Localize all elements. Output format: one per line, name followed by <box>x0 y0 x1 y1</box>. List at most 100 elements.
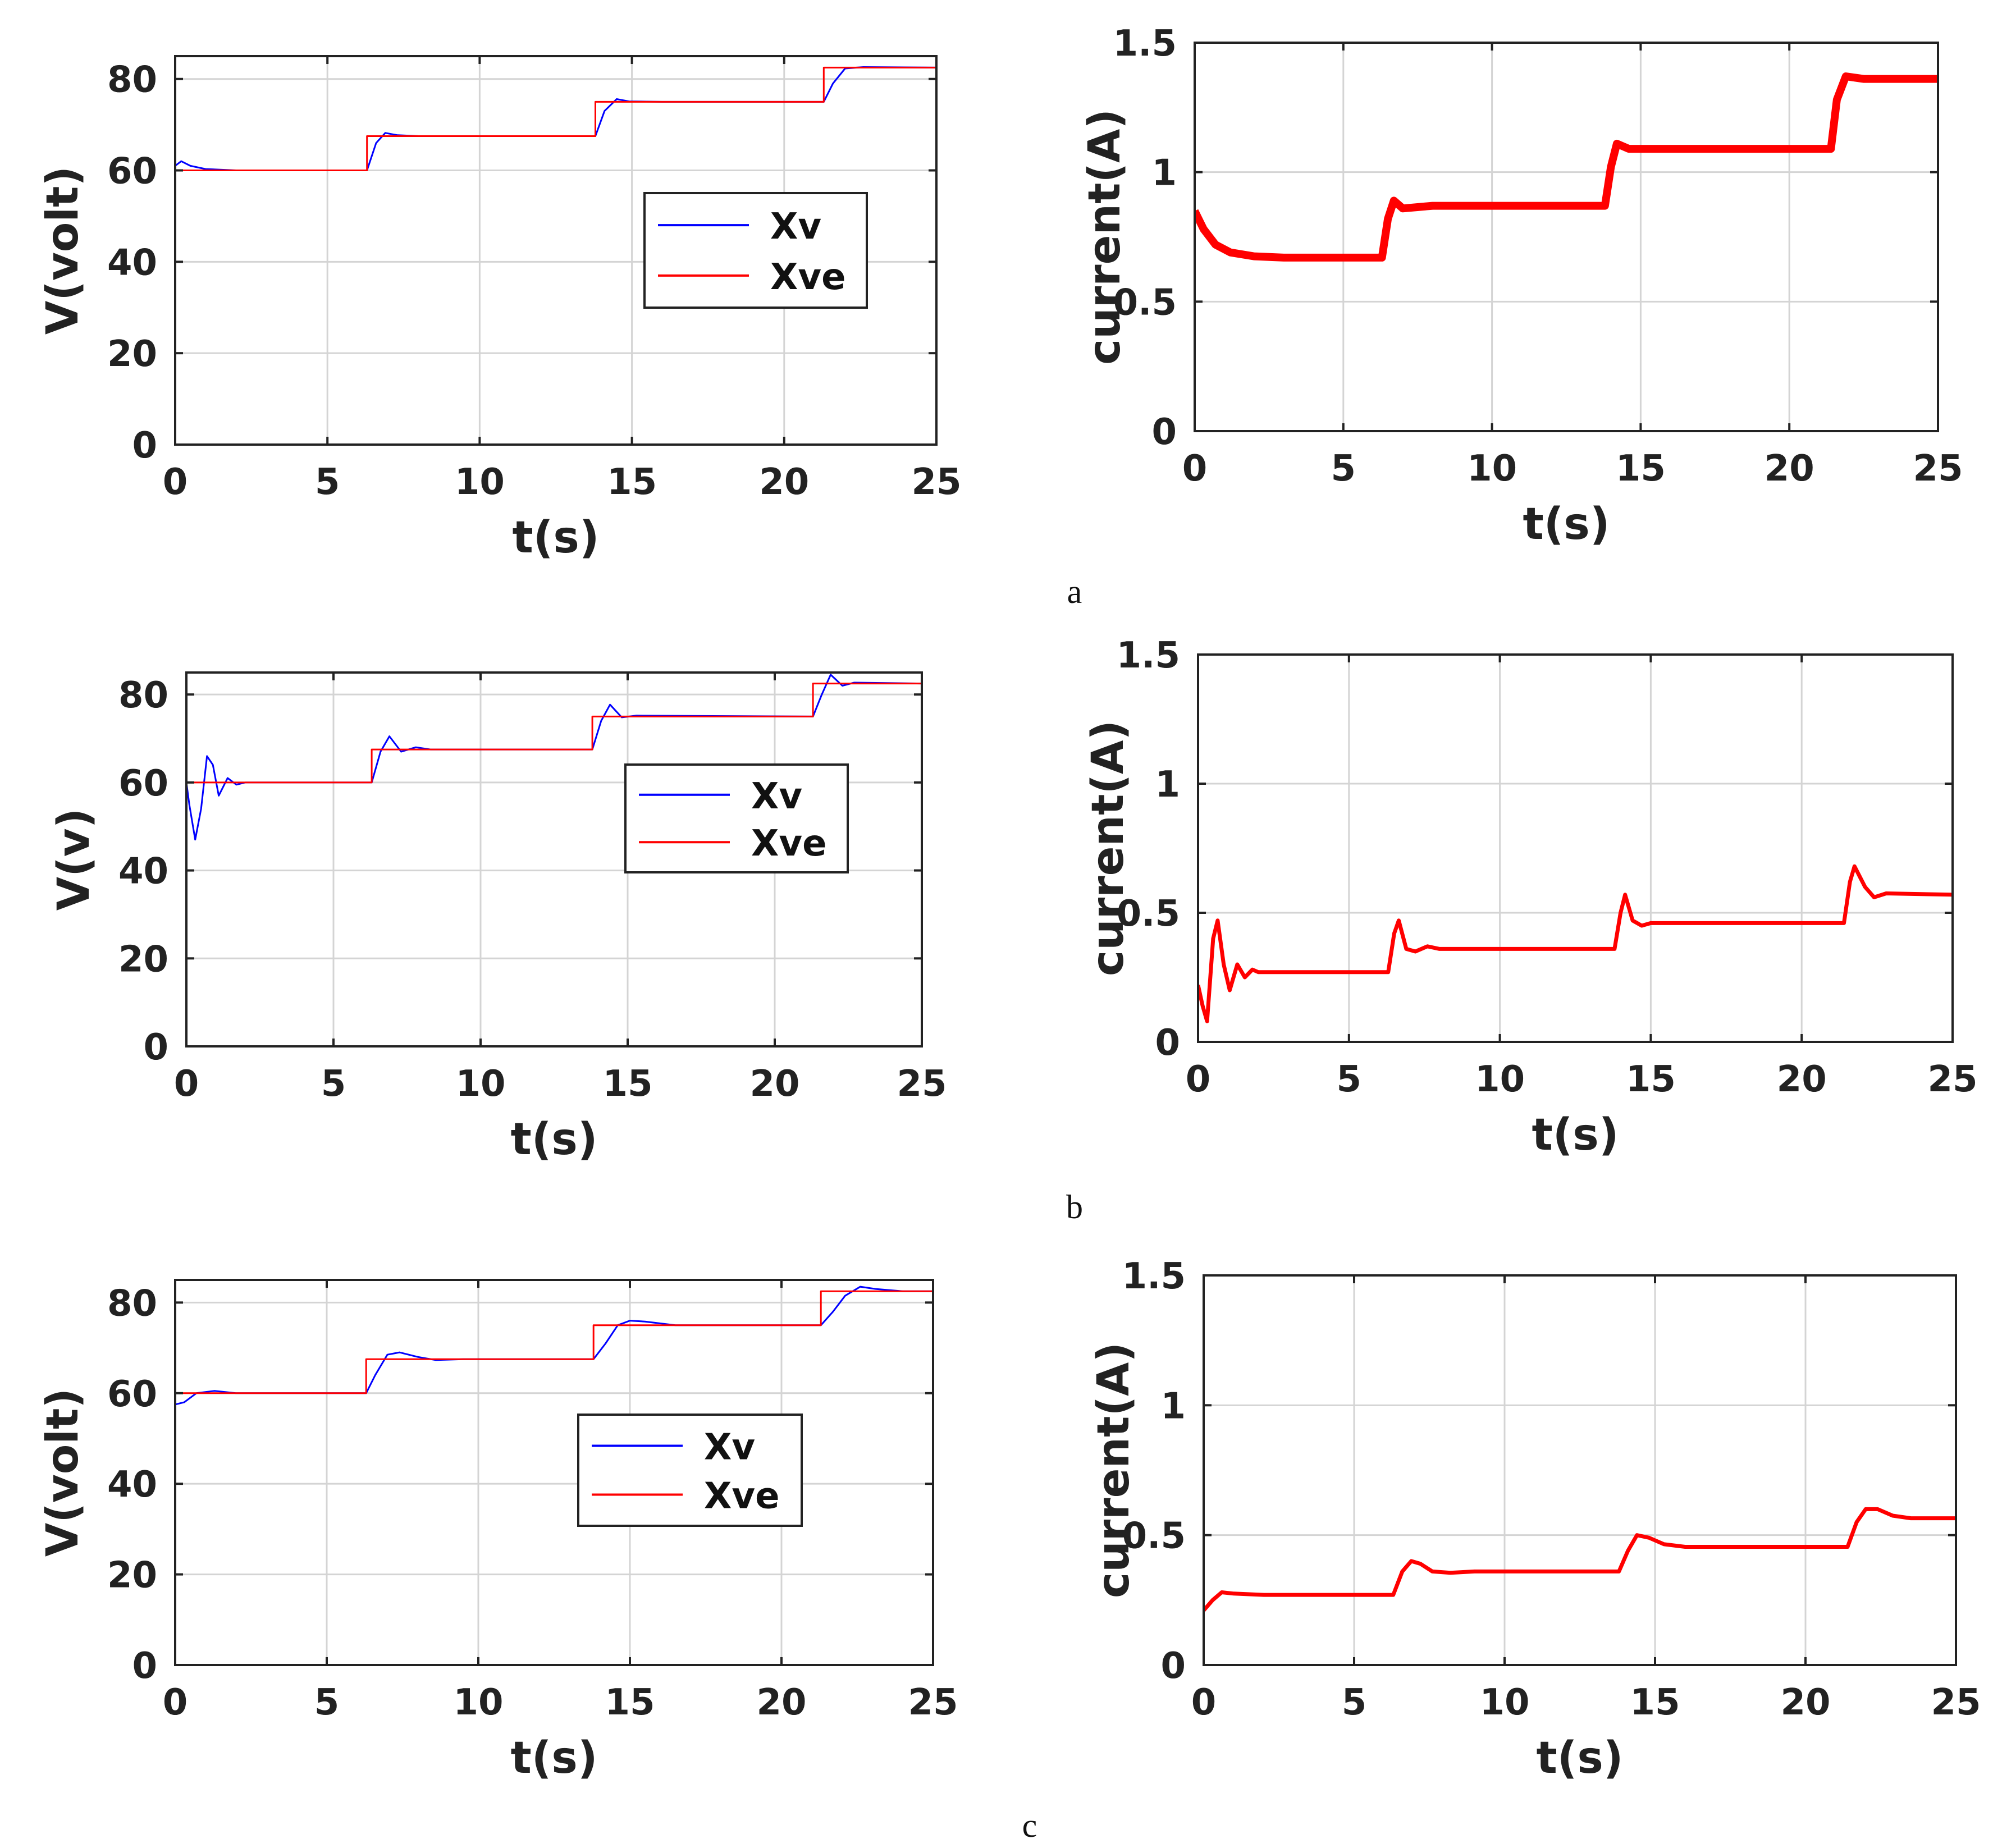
x-tick-label: 5 <box>1337 1059 1362 1100</box>
x-tick-label: 0 <box>1186 1059 1211 1100</box>
x-tick-label: 10 <box>1475 1059 1525 1100</box>
x-axis-label: t(s) <box>1536 1733 1623 1783</box>
y-tick-label: 0 <box>132 1645 157 1687</box>
legend: Xv Xve <box>577 1414 803 1527</box>
y-axis-label: current(A) <box>1080 109 1130 365</box>
x-tick-label: 15 <box>1626 1059 1676 1100</box>
y-axis-label: current(A) <box>1083 720 1133 976</box>
plot-frame <box>174 55 938 446</box>
x-tick-label: 15 <box>1616 448 1666 490</box>
y-tick-label: 1.5 <box>1113 23 1177 65</box>
x-tick-label: 10 <box>453 1682 503 1723</box>
plot-frame <box>1194 42 1939 432</box>
subfigure-caption: a <box>1067 573 1082 610</box>
x-tick-label: 5 <box>315 461 340 503</box>
y-tick-label: 80 <box>107 1283 157 1324</box>
y-tick-label: 1.5 <box>1117 635 1180 676</box>
x-tick-label: 5 <box>321 1063 346 1105</box>
x-axis-label: t(s) <box>510 1114 597 1165</box>
x-tick-label: 20 <box>756 1682 806 1723</box>
legend: Xv Xve <box>624 763 849 873</box>
x-tick-label: 25 <box>908 1682 958 1723</box>
x-axis-label: t(s) <box>512 513 599 563</box>
legend-label-xv: Xv <box>770 206 821 248</box>
x-tick-label: 10 <box>1467 448 1517 490</box>
legend: Xv Xve <box>643 192 868 309</box>
subfigure-caption: c <box>1022 1807 1037 1844</box>
y-tick-label: 0 <box>1151 411 1177 453</box>
series-current <box>1198 864 1953 1023</box>
y-axis-label: V(volt) <box>38 1388 88 1557</box>
x-tick-label: 20 <box>1765 448 1814 490</box>
x-tick-label: 25 <box>1913 448 1963 490</box>
chart-b-voltage: 0 5 10 15 20 25 0 20 40 60 80 t(s) V(v) Xv Xve <box>49 671 947 1165</box>
x-tick-label: 5 <box>1342 1682 1367 1723</box>
chart-a-current: 0 5 10 15 20 25 0 0.5 1 1.5 t(s) current(A) <box>1080 23 1963 550</box>
y-tick-label: 20 <box>118 939 168 980</box>
y-tick-label: 80 <box>118 675 168 716</box>
x-tick-label: 0 <box>163 461 188 503</box>
y-tick-label: 60 <box>118 763 168 804</box>
y-axis-label: V(volt) <box>38 166 88 335</box>
legend-box <box>643 192 868 309</box>
x-tick-label: 25 <box>911 461 961 503</box>
y-tick-label: 0 <box>132 425 157 466</box>
plot-frame <box>1203 1274 1957 1666</box>
x-tick-label: 20 <box>1777 1059 1827 1100</box>
x-axis-label: t(s) <box>510 1733 597 1783</box>
x-tick-label: 0 <box>163 1682 188 1723</box>
y-axis-label: current(A) <box>1089 1342 1139 1598</box>
x-axis-label: t(s) <box>1523 499 1610 550</box>
chart-a-voltage: 0 5 10 15 20 25 0 20 40 60 80 t(s) V(volt) Xv Xve <box>38 55 962 563</box>
x-axis-label: t(s) <box>1532 1110 1619 1160</box>
legend-label-xv: Xv <box>751 776 802 817</box>
y-tick-label: 0.5 <box>1113 282 1177 323</box>
x-tick-label: 25 <box>1931 1682 1981 1723</box>
x-tick-label: 5 <box>314 1682 340 1723</box>
x-tick-label: 15 <box>602 1063 652 1105</box>
series-xve <box>175 66 936 171</box>
y-tick-label: 1 <box>1155 764 1180 806</box>
chart-b-current: 0 5 10 15 20 25 0 0.5 1 1.5 t(s) current(A) <box>1083 635 1978 1160</box>
legend-box <box>577 1414 803 1527</box>
x-tick-label: 20 <box>749 1063 799 1105</box>
series-xv <box>186 674 922 841</box>
y-tick-label: 20 <box>107 1555 157 1597</box>
chart-c-voltage: 0 5 10 15 20 25 0 20 40 60 80 t(s) V(volt) Xv Xve <box>38 1279 958 1783</box>
x-tick-label: 15 <box>607 461 657 503</box>
y-tick-label: 0.5 <box>1122 1516 1186 1557</box>
y-tick-label: 60 <box>107 1374 157 1415</box>
plot-frame <box>174 1279 934 1666</box>
y-tick-label: 40 <box>107 242 157 283</box>
legend-label-xv: Xv <box>704 1426 755 1468</box>
plot-frame <box>1197 653 1954 1043</box>
series-current <box>1195 72 1938 262</box>
series-current <box>1204 1507 1956 1612</box>
x-tick-label: 20 <box>1780 1682 1830 1723</box>
y-tick-label: 80 <box>107 60 157 101</box>
x-tick-label: 25 <box>1927 1059 1977 1100</box>
plot-frame <box>185 671 923 1047</box>
x-tick-label: 0 <box>174 1063 199 1105</box>
x-tick-label: 0 <box>1182 448 1208 490</box>
x-tick-label: 20 <box>759 461 809 503</box>
subfigure-caption: b <box>1066 1188 1083 1225</box>
x-tick-label: 25 <box>897 1063 947 1105</box>
chart-c-current: 0 5 10 15 20 25 0 0.5 1 1.5 t(s) current(A) <box>1089 1256 1981 1783</box>
y-tick-label: 0.5 <box>1117 893 1180 935</box>
legend-label-xve: Xve <box>770 257 845 298</box>
legend-box <box>624 763 849 873</box>
x-tick-label: 5 <box>1331 448 1356 490</box>
y-tick-label: 60 <box>107 151 157 193</box>
x-tick-label: 15 <box>605 1682 655 1723</box>
x-tick-label: 10 <box>455 461 505 503</box>
y-axis-label: V(v) <box>49 808 99 911</box>
y-tick-label: 1 <box>1151 153 1177 194</box>
y-tick-label: 0 <box>1155 1022 1180 1064</box>
series-xv <box>175 66 936 171</box>
y-tick-label: 0 <box>1160 1645 1186 1687</box>
x-tick-label: 15 <box>1630 1682 1680 1723</box>
legend-label-xve: Xve <box>704 1476 779 1517</box>
series-xv <box>175 1286 933 1406</box>
y-tick-label: 1 <box>1160 1385 1186 1427</box>
